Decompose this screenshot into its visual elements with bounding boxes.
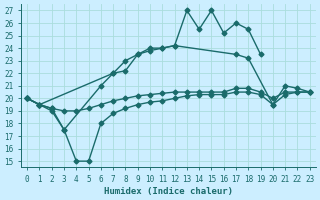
X-axis label: Humidex (Indice chaleur): Humidex (Indice chaleur): [104, 187, 233, 196]
